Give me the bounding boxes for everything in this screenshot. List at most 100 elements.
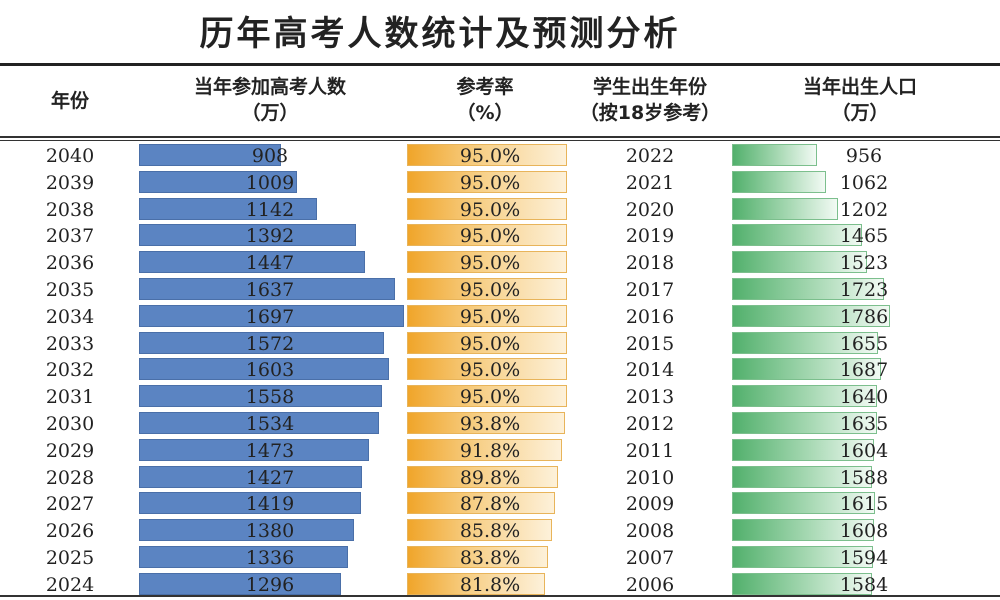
examinees-value: 1558	[245, 386, 295, 409]
header-label: 学生出生年份	[592, 76, 707, 98]
header-unit: （%）	[456, 102, 514, 124]
rate-value: 95.0%	[459, 332, 521, 355]
births-bar	[732, 278, 885, 300]
births-value: 1465	[839, 225, 889, 248]
rate-bar	[407, 144, 567, 166]
births-value: 1604	[839, 439, 889, 462]
examinees-bar	[139, 572, 342, 595]
rate-value: 87.8%	[459, 493, 521, 516]
table-row: 2024 1296 81.8% 2006 1584	[0, 571, 1000, 598]
table-row: 2032 1603 95.0% 2014 1687	[0, 356, 1000, 383]
birth-year-cell: 2019	[625, 225, 675, 248]
examinees-bar	[139, 492, 361, 515]
births-bar	[732, 304, 890, 327]
table-row: 2035 1637 95.0% 2017 1723	[0, 276, 1000, 303]
rate-value: 95.0%	[459, 386, 521, 409]
rate-bar	[407, 519, 552, 542]
year-cell: 2027	[45, 493, 95, 516]
year-cell: 2025	[45, 547, 95, 569]
year-cell: 2037	[45, 225, 95, 248]
header-rate: 参考率 （%）	[420, 74, 550, 126]
births-value: 1687	[839, 359, 889, 382]
examinees-value: 1427	[245, 466, 295, 489]
table-row: 2027 1419 87.8% 2009 1615	[0, 490, 1000, 517]
header-label: 当年参加高考人数	[193, 76, 346, 98]
rate-value: 91.8%	[459, 439, 521, 462]
birth-year-cell: 2006	[625, 573, 675, 596]
header-unit: （按18岁参考）	[579, 102, 721, 124]
examinees-bar	[139, 331, 385, 354]
birth-year-cell: 2020	[625, 198, 675, 221]
rate-bar	[407, 546, 549, 568]
rate-value: 93.8%	[459, 413, 521, 435]
births-value: 1202	[839, 198, 889, 221]
rate-value: 95.0%	[459, 305, 521, 328]
births-value: 1584	[839, 573, 889, 596]
year-cell: 2030	[45, 413, 95, 435]
header-rule	[0, 136, 1000, 138]
table-row: 2026 1380 85.8% 2008 1608	[0, 517, 1000, 544]
births-bar	[732, 197, 839, 220]
examinees-bar	[139, 546, 348, 568]
year-cell: 2029	[45, 439, 95, 462]
rate-value: 81.8%	[459, 573, 521, 596]
top-rule	[0, 63, 1000, 66]
year-cell: 2026	[45, 520, 95, 543]
header-unit: （万）	[831, 102, 889, 124]
births-bar	[732, 251, 867, 274]
header-examinees: 当年参加高考人数 （万）	[160, 74, 380, 126]
birth-year-cell: 2007	[625, 547, 675, 569]
births-value: 956	[845, 145, 883, 167]
births-bar	[732, 358, 882, 381]
bottom-rule	[0, 595, 1000, 597]
examinees-value: 1473	[245, 439, 295, 462]
examinees-bar	[139, 224, 357, 247]
births-value: 1723	[839, 279, 889, 301]
header-year: 年份	[30, 88, 110, 114]
examinees-bar	[139, 438, 370, 461]
birth-year-cell: 2008	[625, 520, 675, 543]
examinees-value: 1447	[245, 252, 295, 275]
births-value: 1062	[839, 171, 889, 194]
examinees-value: 1637	[245, 279, 295, 301]
table-row: 2037 1392 95.0% 2019 1465	[0, 222, 1000, 249]
examinees-bar	[139, 385, 383, 408]
table-row: 2034 1697 95.0% 2016 1786	[0, 303, 1000, 330]
birth-year-cell: 2015	[625, 332, 675, 355]
births-bar	[732, 385, 878, 408]
table-row: 2031 1558 95.0% 2013 1640	[0, 383, 1000, 410]
birth-year-cell: 2017	[625, 279, 675, 301]
examinees-value: 1603	[245, 359, 295, 382]
header-birth-year: 学生出生年份 （按18岁参考）	[560, 74, 740, 126]
births-bar	[732, 572, 873, 595]
birth-year-cell: 2010	[625, 466, 675, 489]
rate-bar	[407, 331, 567, 354]
rate-value: 95.0%	[459, 171, 521, 194]
births-bar	[732, 412, 877, 434]
year-cell: 2040	[45, 145, 95, 167]
header-rule-inner	[0, 140, 1000, 141]
births-value: 1786	[839, 305, 889, 328]
birth-year-cell: 2016	[625, 305, 675, 328]
table-row: 2036 1447 95.0% 2018 1523	[0, 249, 1000, 276]
examinees-value: 908	[251, 145, 289, 167]
births-value: 1615	[839, 493, 889, 516]
births-value: 1635	[839, 413, 889, 435]
year-cell: 2028	[45, 466, 95, 489]
year-cell: 2039	[45, 171, 95, 194]
header-label: 参考率	[456, 76, 514, 98]
rate-value: 95.0%	[459, 252, 521, 275]
year-cell: 2033	[45, 332, 95, 355]
examinees-bar	[139, 251, 365, 274]
rate-bar	[407, 197, 567, 220]
rate-value: 95.0%	[459, 198, 521, 221]
birth-year-cell: 2022	[625, 145, 675, 167]
births-bar	[732, 519, 875, 542]
examinees-bar	[139, 519, 355, 542]
year-cell: 2038	[45, 198, 95, 221]
births-bar	[732, 438, 874, 461]
examinees-bar	[139, 144, 281, 166]
rate-bar	[407, 438, 562, 461]
births-bar	[732, 465, 873, 488]
examinees-value: 1534	[245, 413, 295, 435]
